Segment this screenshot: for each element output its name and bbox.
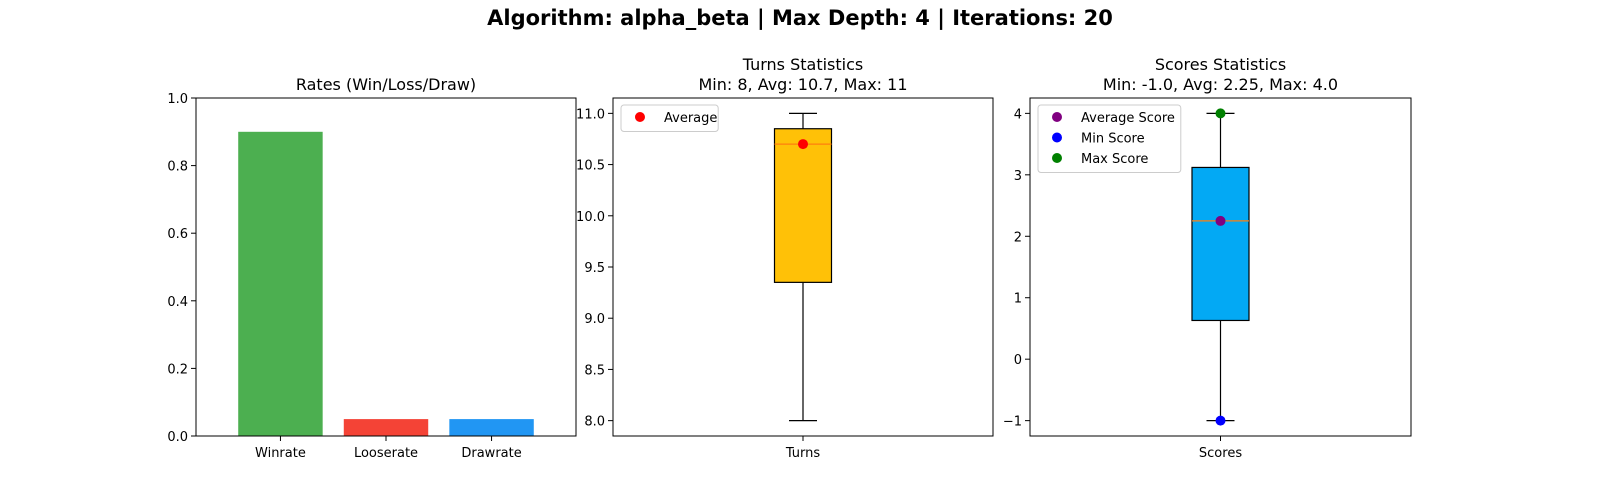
box-iqr <box>1191 166 1250 322</box>
legend-label: Average <box>664 111 717 126</box>
legend-swatch <box>1052 112 1062 122</box>
y-tick-label: 10.5 <box>576 159 605 174</box>
y-tick-label: 8.0 <box>584 415 605 430</box>
legend-label: Max Score <box>1081 152 1148 167</box>
bar-looserate <box>343 419 429 436</box>
panel-subtitle: Min: 8, Avg: 10.7, Max: 11 <box>698 75 907 94</box>
y-tick-label: 3 <box>1014 169 1022 184</box>
x-tick-label: Looserate <box>354 446 418 461</box>
x-tick-label: Scores <box>1199 446 1242 461</box>
figure-suptitle: Algorithm: alpha_beta | Max Depth: 4 | I… <box>487 6 1113 30</box>
marker-average <box>798 139 808 150</box>
y-tick-label: 11.0 <box>576 107 605 122</box>
y-tick-label: 9.5 <box>584 261 605 276</box>
x-tick-label: Winrate <box>255 446 306 461</box>
panel-subtitle: Min: -1.0, Avg: 2.25, Max: 4.0 <box>1103 75 1338 94</box>
y-tick-label: 2 <box>1014 230 1022 245</box>
y-tick-label: 0.8 <box>167 160 188 175</box>
y-tick-label: 0 <box>1014 353 1022 368</box>
axes-frame <box>195 97 577 437</box>
legend-label: Min Score <box>1081 132 1145 147</box>
y-tick-label: 1 <box>1014 292 1022 307</box>
x-tick-label: Drawrate <box>461 446 521 461</box>
y-tick-label: 4 <box>1014 107 1022 122</box>
y-tick-label: 1.0 <box>167 92 188 107</box>
y-tick-label: 0.4 <box>167 295 188 310</box>
y-tick-label: −1 <box>1003 415 1022 430</box>
legend-box <box>1037 104 1182 173</box>
panel-title: Turns Statistics <box>742 55 863 74</box>
y-tick-label: 0.0 <box>167 430 188 445</box>
x-tick-label: Turns <box>785 446 821 461</box>
panel-title: Rates (Win/Loss/Draw) <box>296 75 476 94</box>
legend-label: Average Score <box>1081 111 1175 126</box>
legend-swatch <box>635 112 645 122</box>
bar-winrate <box>238 131 323 437</box>
y-tick-label: 10.0 <box>576 210 605 225</box>
y-tick-label: 0.2 <box>167 362 188 377</box>
axes-frame <box>612 97 994 437</box>
legend-box <box>620 104 719 132</box>
box-iqr <box>773 128 833 283</box>
y-tick-label: 0.6 <box>167 227 188 242</box>
y-tick-label: 8.5 <box>584 363 605 378</box>
panel-title: Scores Statistics <box>1155 55 1286 74</box>
legend-swatch <box>1052 132 1062 143</box>
bar-drawrate <box>449 419 534 436</box>
marker-min-score <box>1215 415 1226 426</box>
marker-max-score <box>1215 108 1226 119</box>
marker-average-score <box>1215 215 1226 226</box>
axes-frame <box>1029 97 1412 437</box>
y-tick-label: 9.0 <box>584 312 605 327</box>
legend-swatch <box>1052 153 1062 163</box>
